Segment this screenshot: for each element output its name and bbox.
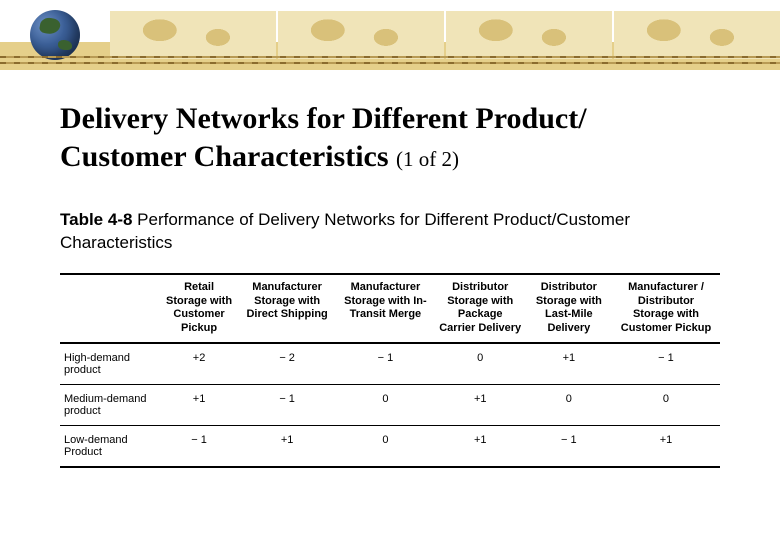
globe-icon	[30, 10, 80, 60]
slide-content: Delivery Networks for Different Product/…	[0, 70, 780, 468]
table-row: High-demand product +2 − 2 − 1 0 +1 − 1	[60, 343, 720, 385]
cell: 0	[612, 384, 720, 425]
cell: +1	[435, 425, 526, 467]
cell: 0	[336, 425, 435, 467]
table-caption: Table 4-8 Performance of Delivery Networ…	[60, 209, 720, 255]
slide-banner	[0, 0, 780, 70]
banner-rule	[0, 62, 780, 64]
table-number: Table 4-8	[60, 210, 132, 229]
table-header-row: Retail Storage with Customer Pickup Manu…	[60, 274, 720, 343]
cell: − 1	[160, 425, 238, 467]
cell: − 2	[238, 343, 336, 385]
map-segment	[446, 11, 612, 59]
cell: +1	[238, 425, 336, 467]
col-header: Manufacturer / Distributor Storage with …	[612, 274, 720, 343]
title-suffix: (1 of 2)	[396, 147, 459, 171]
table-row: Low-demand Product − 1 +1 0 +1 − 1 +1	[60, 425, 720, 467]
col-header: Retail Storage with Customer Pickup	[160, 274, 238, 343]
map-segment	[110, 11, 276, 59]
slide-title: Delivery Networks for Different Product/…	[60, 100, 720, 175]
banner-graphics	[0, 0, 780, 70]
cell: +1	[612, 425, 720, 467]
col-header: Distributor Storage with Package Carrier…	[435, 274, 526, 343]
cell: − 1	[336, 343, 435, 385]
col-header: Manufacturer Storage with In-Transit Mer…	[336, 274, 435, 343]
row-label: High-demand product	[60, 343, 160, 385]
title-line-1: Delivery Networks for Different Product/	[60, 102, 587, 135]
table-row: Medium-demand product +1 − 1 0 +1 0 0	[60, 384, 720, 425]
title-line-2: Customer Characteristics	[60, 140, 396, 173]
cell: +2	[160, 343, 238, 385]
row-label: Medium-demand product	[60, 384, 160, 425]
cell: 0	[336, 384, 435, 425]
world-map-strip	[110, 11, 780, 59]
map-segment	[278, 11, 444, 59]
cell: +1	[526, 343, 612, 385]
cell: +1	[160, 384, 238, 425]
cell: 0	[435, 343, 526, 385]
col-header: Distributor Storage with Last-Mile Deliv…	[526, 274, 612, 343]
banner-rule	[0, 56, 780, 58]
map-segment	[614, 11, 780, 59]
cell: − 1	[612, 343, 720, 385]
table-caption-text: Performance of Delivery Networks for Dif…	[60, 210, 630, 252]
cell: − 1	[526, 425, 612, 467]
col-header: Manufacturer Storage with Direct Shippin…	[238, 274, 336, 343]
cell: 0	[526, 384, 612, 425]
row-label: Low-demand Product	[60, 425, 160, 467]
cell: +1	[435, 384, 526, 425]
performance-table: Retail Storage with Customer Pickup Manu…	[60, 273, 720, 468]
cell: − 1	[238, 384, 336, 425]
header-blank	[60, 274, 160, 343]
